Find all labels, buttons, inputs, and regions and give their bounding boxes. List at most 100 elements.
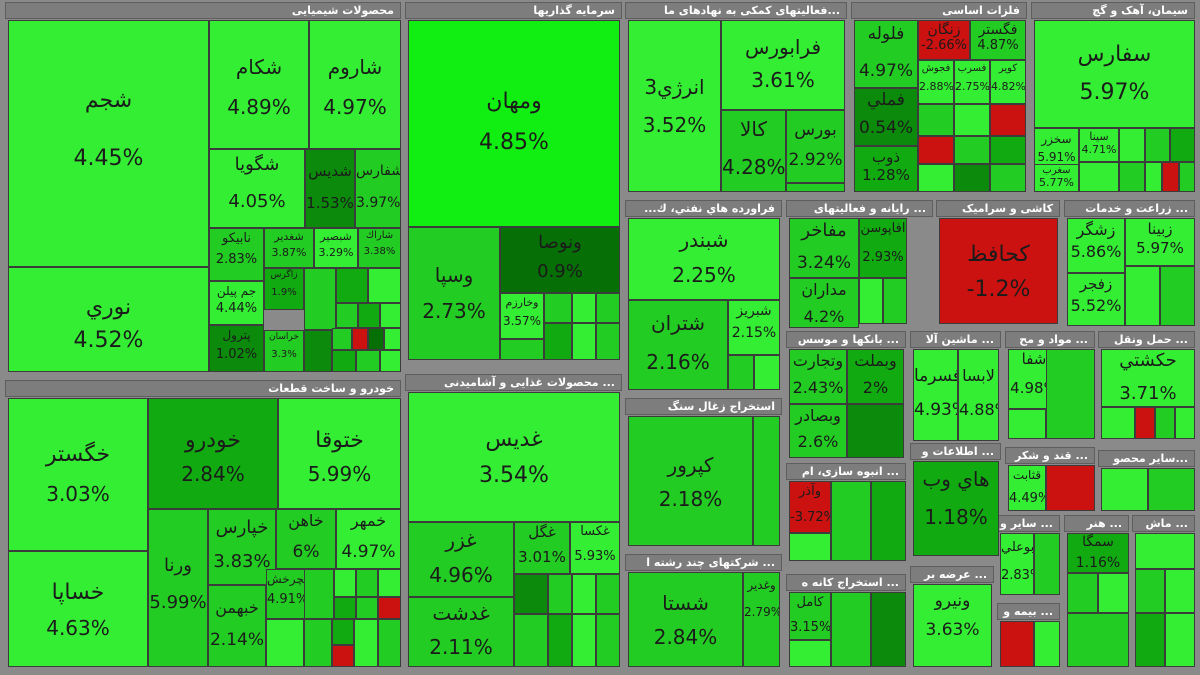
stock-tile[interactable] (859, 278, 883, 324)
stock-tile[interactable] (596, 574, 620, 614)
stock-tile[interactable]: خراسان 3.3% (264, 330, 304, 372)
stock-tile[interactable] (596, 293, 620, 323)
stock-tile[interactable] (1101, 468, 1148, 511)
sector-header[interactable]: ... عرضه بر (910, 566, 994, 583)
stock-tile[interactable]: زبينا 5.97% (1125, 218, 1195, 266)
stock-tile[interactable]: فرابورس 3.61% (721, 20, 845, 110)
stock-tile[interactable] (572, 323, 596, 360)
sector-header[interactable]: خودرو و ساخت قطعات (5, 380, 401, 397)
stock-tile[interactable]: كحافظ -1.2% (939, 218, 1058, 324)
stock-tile[interactable]: سفارس 5.97% (1034, 20, 1195, 128)
stock-tile[interactable] (352, 328, 368, 350)
stock-tile[interactable] (336, 268, 368, 303)
stock-tile[interactable] (1162, 162, 1179, 192)
stock-tile[interactable]: كوير 4.82% (990, 60, 1026, 104)
sector-header[interactable]: ... زراعت و خدمات (1064, 200, 1195, 217)
stock-tile[interactable] (514, 614, 548, 667)
stock-tile[interactable]: كالا 4.28% (721, 110, 786, 192)
stock-tile[interactable] (356, 350, 380, 372)
stock-tile[interactable]: وبملت 2% (847, 349, 904, 404)
sector-header[interactable]: فلزات اساسی (851, 2, 1027, 19)
stock-tile[interactable]: زاگرس 1.9% (264, 268, 304, 310)
stock-tile[interactable] (1000, 621, 1034, 667)
stock-tile[interactable]: غزر 4.96% (408, 522, 514, 597)
stock-tile[interactable] (871, 481, 906, 561)
stock-tile[interactable] (1135, 533, 1195, 569)
stock-tile[interactable]: حكشتي 3.71% (1101, 349, 1195, 407)
stock-tile[interactable] (1046, 465, 1095, 511)
stock-tile[interactable] (1160, 266, 1195, 326)
stock-tile[interactable] (831, 592, 871, 667)
stock-tile[interactable] (1098, 573, 1129, 613)
sector-header[interactable]: ... سایر و (997, 515, 1060, 532)
stock-tile[interactable] (1155, 407, 1175, 439)
stock-tile[interactable] (378, 619, 401, 667)
sector-header[interactable]: محصولات شیمیایی (5, 2, 401, 19)
stock-tile[interactable] (1119, 162, 1145, 192)
stock-tile[interactable] (954, 164, 990, 192)
stock-tile[interactable]: شغدير 3.87% (264, 228, 314, 268)
stock-tile[interactable] (831, 481, 871, 561)
stock-tile[interactable]: غگل 3.01% (514, 522, 570, 574)
stock-tile[interactable] (1170, 128, 1195, 162)
stock-tile[interactable]: فگستر 4.87% (970, 20, 1026, 60)
stock-tile[interactable] (368, 268, 401, 303)
stock-tile[interactable] (990, 164, 1026, 192)
stock-tile[interactable]: نوري 4.52% (8, 267, 209, 372)
stock-tile[interactable] (1145, 128, 1170, 162)
stock-tile[interactable] (332, 619, 354, 645)
stock-tile[interactable] (368, 328, 384, 350)
stock-tile[interactable] (572, 614, 596, 667)
stock-tile[interactable]: غكسا 5.93% (570, 522, 620, 574)
stock-tile[interactable]: شستا 2.84% (628, 572, 743, 667)
stock-tile[interactable]: جم پيلن 4.44% (209, 281, 264, 325)
stock-tile[interactable] (753, 416, 780, 546)
stock-tile[interactable] (1179, 162, 1195, 192)
stock-tile[interactable] (358, 303, 380, 328)
sector-header[interactable]: ... حمل ونقل (1098, 331, 1195, 348)
stock-tile[interactable]: كامل 3.15% (789, 592, 831, 640)
stock-tile[interactable]: نابيكو 2.83% (209, 228, 264, 281)
stock-tile[interactable] (356, 597, 378, 619)
stock-tile[interactable] (954, 104, 990, 136)
stock-tile[interactable] (1119, 128, 1145, 162)
stock-tile[interactable] (596, 323, 620, 360)
stock-tile[interactable] (544, 323, 572, 360)
stock-tile[interactable]: خبهمن 2.14% (208, 585, 266, 667)
stock-tile[interactable]: فسرب 2.75% (954, 60, 990, 104)
sector-header[interactable]: ... مواد و مح (1005, 331, 1095, 348)
stock-tile[interactable]: ونيرو 3.63% (913, 584, 992, 667)
sector-header[interactable]: ... اطلاعات و (910, 443, 1001, 460)
stock-tile[interactable] (572, 574, 596, 614)
stock-tile[interactable] (918, 104, 954, 136)
stock-tile[interactable]: خگستر 3.03% (8, 398, 148, 551)
stock-tile[interactable] (304, 268, 336, 330)
stock-tile[interactable] (883, 278, 907, 324)
stock-tile[interactable] (332, 645, 354, 667)
stock-tile[interactable]: شجم 4.45% (8, 20, 209, 267)
stock-tile[interactable] (548, 574, 572, 614)
stock-tile[interactable] (1008, 409, 1046, 439)
sector-header[interactable]: ... هنر (1064, 515, 1129, 532)
stock-tile[interactable]: زشگر 5.86% (1067, 218, 1125, 273)
sector-header[interactable]: ... شرکتهای چند رشته ا (625, 554, 782, 571)
stock-tile[interactable]: بورس 2.92% (786, 110, 845, 183)
stock-tile[interactable]: خپارس 3.83% (208, 509, 276, 585)
stock-tile[interactable]: شاراك 3.38% (358, 228, 401, 268)
sector-header[interactable]: ... بانکها و موسس (786, 331, 906, 348)
sector-header[interactable]: ... بیمه و (997, 603, 1060, 620)
sector-header[interactable]: ... ماش (1132, 515, 1195, 532)
stock-tile[interactable] (1145, 162, 1162, 192)
sector-header[interactable]: سرمایه گذاریها (405, 2, 622, 19)
stock-tile[interactable] (548, 614, 572, 667)
stock-tile[interactable] (1165, 613, 1195, 667)
stock-tile[interactable]: شبريز 2.15% (728, 300, 780, 355)
stock-tile[interactable] (544, 293, 572, 323)
stock-tile[interactable] (1135, 569, 1165, 613)
stock-tile[interactable]: مداران 4.2% (789, 278, 859, 328)
stock-tile[interactable] (500, 339, 544, 360)
stock-tile[interactable]: افاپوسن 2.93% (859, 218, 907, 278)
stock-tile[interactable]: سينا 4.71% (1079, 128, 1119, 162)
stock-tile[interactable] (332, 350, 356, 372)
stock-tile[interactable]: وخارزم 3.57% (500, 293, 544, 339)
